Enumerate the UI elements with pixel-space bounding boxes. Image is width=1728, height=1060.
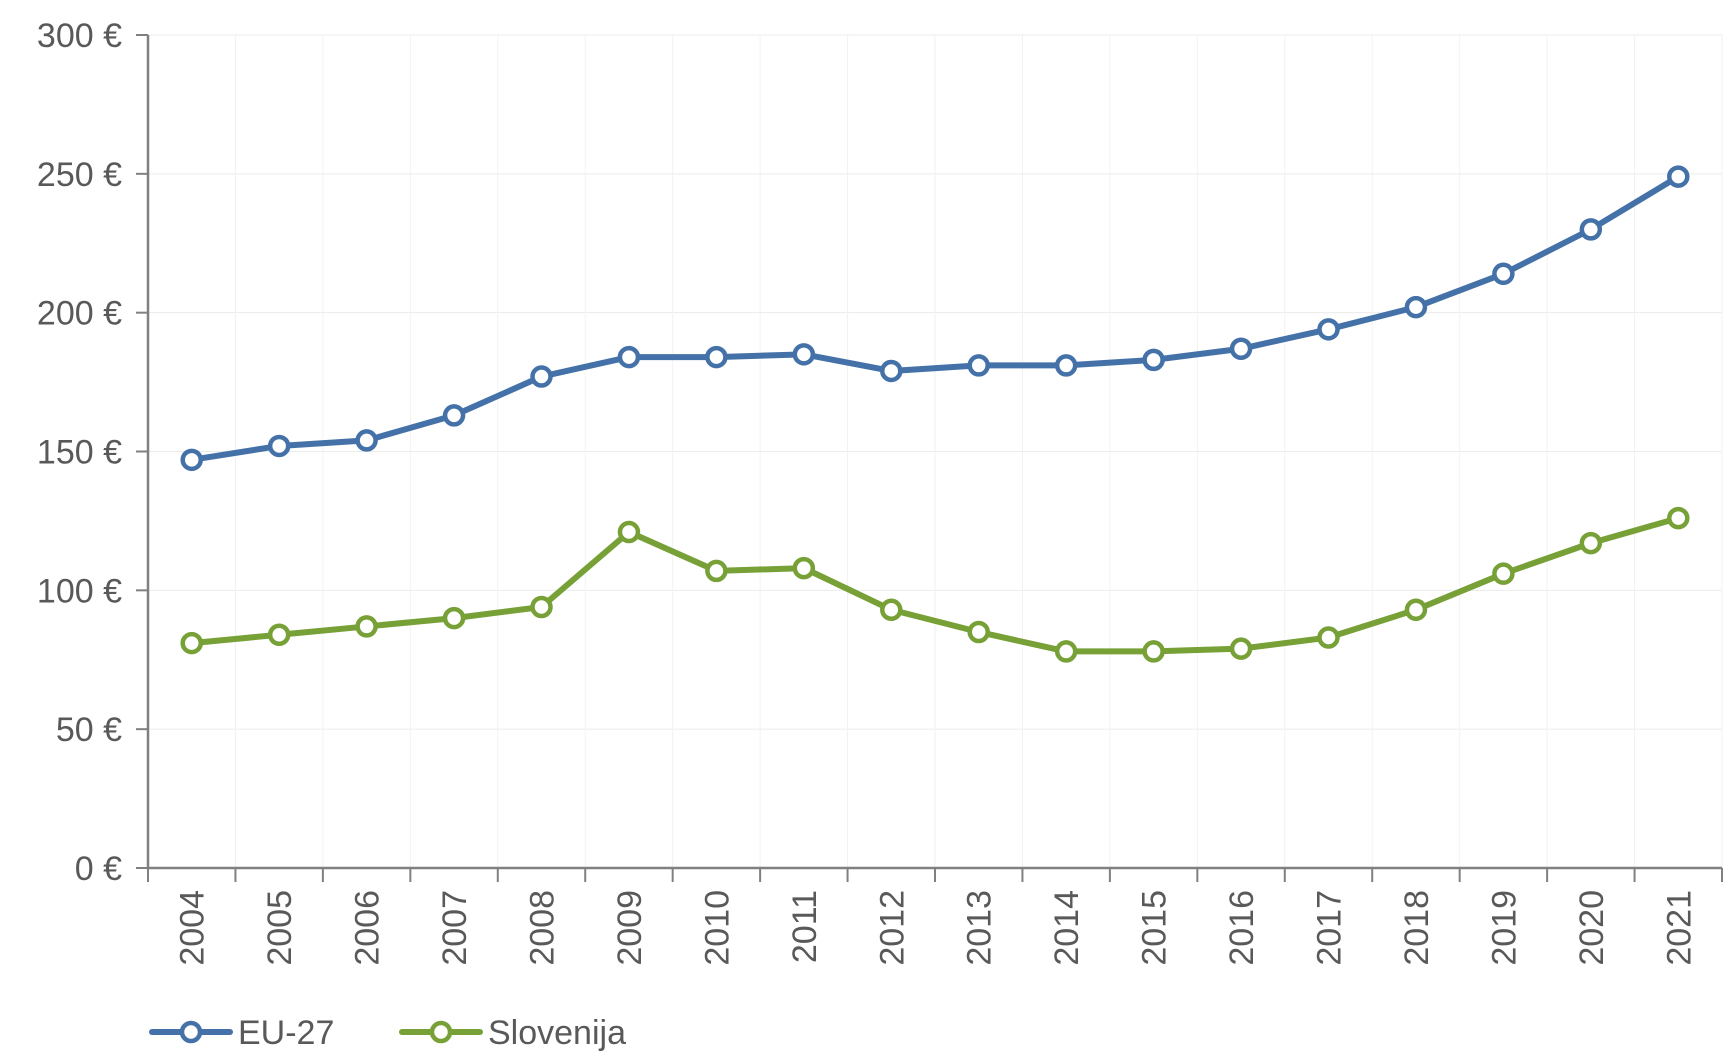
- data-point: [705, 345, 728, 369]
- data-point: [442, 606, 466, 630]
- data-point: [1229, 337, 1253, 361]
- x-tick-label: 2014: [1048, 890, 1086, 966]
- data-point: [267, 434, 291, 458]
- data-point: [967, 354, 990, 377]
- x-tick-label: 2004: [174, 890, 212, 966]
- data-point: [180, 631, 203, 655]
- y-tick-label: 200 €: [37, 295, 122, 333]
- x-tick-label: 2021: [1660, 890, 1698, 966]
- series-lines: [180, 165, 1690, 663]
- series-eu-27: [180, 165, 1690, 472]
- x-tick-label: 2009: [611, 890, 649, 966]
- x-tick-label: 2018: [1398, 890, 1436, 966]
- x-tick-label: 2017: [1311, 890, 1349, 966]
- x-tick-label: 2010: [698, 890, 736, 966]
- y-tick-label: 250 €: [37, 156, 122, 194]
- data-point: [1142, 348, 1165, 372]
- x-tick-label: 2012: [873, 890, 911, 966]
- x-tick-label: 2015: [1136, 890, 1174, 966]
- axes: 0 € 50 € 100 € 150 € 200 € 250 € 300 € 2004 2005…: [37, 17, 1723, 966]
- data-point: [355, 429, 378, 452]
- data-point: [1317, 626, 1340, 649]
- legend-swatch-marker: [429, 1020, 453, 1044]
- data-point: [617, 345, 641, 369]
- series-line: [188, 515, 1682, 655]
- data-point: [530, 595, 553, 619]
- series-line: [188, 173, 1682, 463]
- data-point: [880, 598, 903, 622]
- x-tick-label: 2007: [436, 890, 474, 966]
- data-point: [1667, 506, 1690, 530]
- data-point: [1579, 531, 1603, 555]
- data-point: [1229, 637, 1253, 660]
- x-tick-label: 2020: [1573, 890, 1611, 966]
- data-point: [442, 404, 466, 427]
- x-tick-label: 2013: [961, 890, 999, 966]
- data-point: [880, 359, 903, 383]
- data-point: [1404, 598, 1428, 622]
- data-point: [1054, 640, 1078, 663]
- data-point: [267, 623, 291, 647]
- y-tick-label: 150 €: [37, 434, 122, 472]
- legend: EU-27 Slovenija: [149, 1014, 626, 1052]
- x-tick-label: 2019: [1485, 890, 1523, 966]
- data-point: [792, 556, 816, 580]
- y-tick-label: 50 €: [56, 711, 122, 749]
- series-slovenija: [180, 506, 1690, 663]
- x-tick-label: 2011: [786, 890, 824, 963]
- legend-item: Slovenija: [399, 1014, 626, 1052]
- y-tick-label: 0 €: [75, 850, 122, 888]
- data-point: [967, 620, 990, 644]
- data-point: [705, 559, 728, 583]
- grid-lines: [148, 34, 1723, 868]
- x-tick-label: 2005: [261, 890, 299, 966]
- data-point: [1404, 295, 1428, 319]
- x-tick-label: 2016: [1223, 890, 1261, 966]
- data-point: [530, 365, 553, 388]
- legend-swatch-marker: [179, 1020, 203, 1044]
- data-point: [792, 343, 816, 366]
- y-tick-label: 100 €: [37, 572, 122, 610]
- legend-label: EU-27: [238, 1014, 334, 1052]
- legend-label: Slovenija: [488, 1014, 626, 1052]
- data-point: [1579, 218, 1603, 241]
- legend-item: EU-27: [149, 1014, 334, 1052]
- data-point: [355, 615, 378, 638]
- data-point: [1492, 562, 1515, 585]
- x-tick-label: 2008: [524, 890, 562, 966]
- data-point: [1667, 165, 1690, 188]
- data-point: [1317, 318, 1340, 341]
- data-point: [180, 448, 203, 472]
- data-point: [1054, 354, 1078, 377]
- data-point: [617, 520, 641, 544]
- data-point: [1142, 640, 1165, 663]
- y-tick-label: 300 €: [37, 17, 122, 55]
- x-tick-label: 2006: [349, 890, 387, 966]
- data-point: [1492, 262, 1515, 286]
